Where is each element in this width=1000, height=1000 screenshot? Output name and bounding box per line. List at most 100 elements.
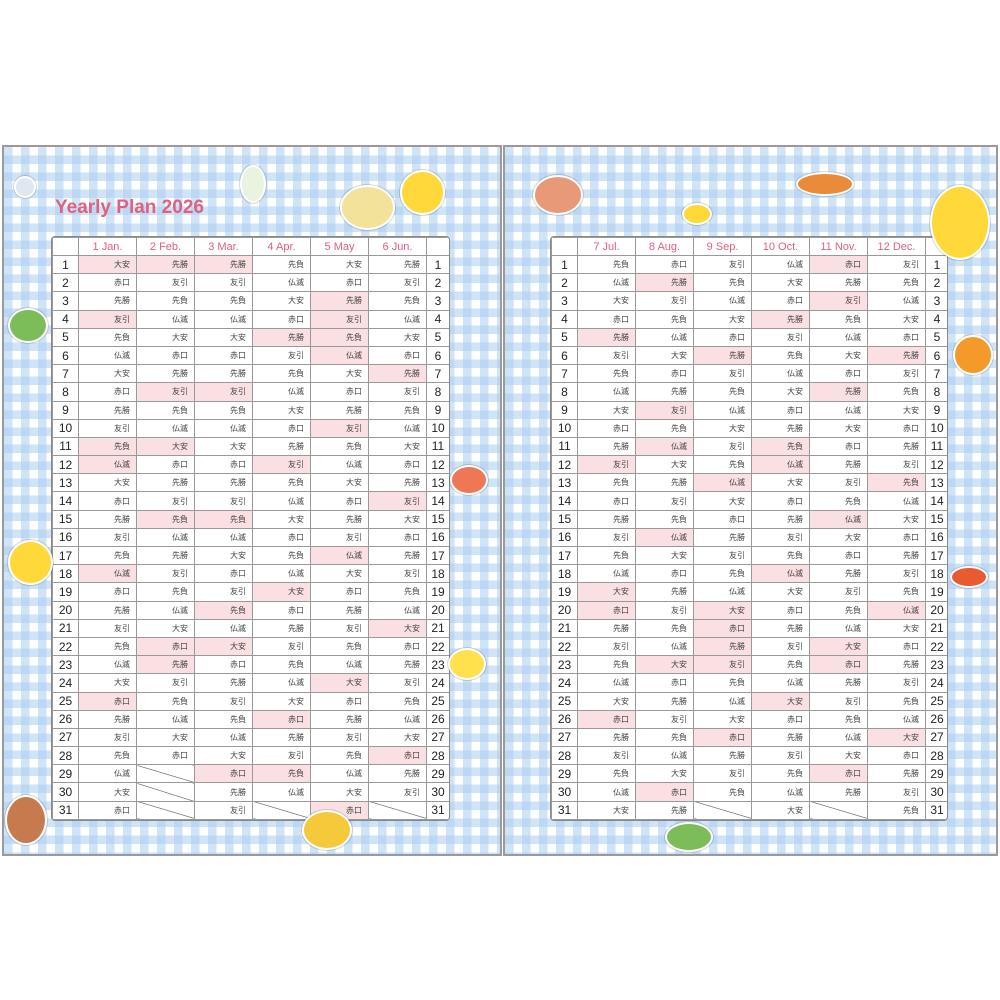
rokuyo-cell[interactable]: 仏滅 xyxy=(194,618,253,638)
rokuyo-cell[interactable]: 大安 xyxy=(867,309,926,329)
rokuyo-cell[interactable]: 先負 xyxy=(751,545,810,566)
rokuyo-cell[interactable]: 先負 xyxy=(867,582,926,602)
rokuyo-cell[interactable]: 赤口 xyxy=(867,746,926,766)
rokuyo-cell[interactable]: 先勝 xyxy=(194,782,253,802)
rokuyo-cell[interactable]: 先勝 xyxy=(368,764,427,784)
rokuyo-cell[interactable]: 仏滅 xyxy=(751,673,810,693)
rokuyo-cell[interactable]: 先勝 xyxy=(78,600,137,620)
rokuyo-cell[interactable]: 先負 xyxy=(194,600,253,620)
rokuyo-cell[interactable]: 大安 xyxy=(751,273,810,293)
rokuyo-cell[interactable]: 赤口 xyxy=(635,782,694,802)
rokuyo-cell[interactable]: 大安 xyxy=(751,473,810,493)
rokuyo-cell[interactable]: 仏滅 xyxy=(78,564,137,584)
rokuyo-cell[interactable]: 赤口 xyxy=(867,327,926,347)
rokuyo-cell[interactable]: 友引 xyxy=(635,709,694,729)
rokuyo-cell[interactable]: 仏滅 xyxy=(194,527,253,548)
rokuyo-cell[interactable]: 赤口 xyxy=(693,618,752,638)
rokuyo-cell[interactable]: 先負 xyxy=(635,418,694,438)
rokuyo-cell[interactable]: 友引 xyxy=(194,582,253,602)
rokuyo-cell[interactable]: 友引 xyxy=(368,491,427,511)
rokuyo-cell[interactable]: 先勝 xyxy=(809,564,868,584)
rokuyo-cell[interactable]: 先負 xyxy=(809,600,868,620)
rokuyo-cell[interactable]: 赤口 xyxy=(78,582,137,602)
rokuyo-cell[interactable]: 仏滅 xyxy=(78,655,137,675)
rokuyo-cell[interactable]: 友引 xyxy=(252,746,311,766)
rokuyo-cell[interactable]: 先負 xyxy=(136,291,195,311)
rokuyo-cell[interactable]: 先負 xyxy=(635,309,694,329)
rokuyo-cell[interactable]: 大安 xyxy=(136,327,195,347)
rokuyo-cell[interactable]: 大安 xyxy=(310,564,369,584)
rokuyo-cell[interactable]: 先勝 xyxy=(809,382,868,402)
rokuyo-cell[interactable]: 赤口 xyxy=(78,800,137,820)
rokuyo-cell[interactable]: 先負 xyxy=(809,491,868,511)
rokuyo-cell[interactable]: 先負 xyxy=(751,345,810,366)
rokuyo-cell[interactable]: 先勝 xyxy=(136,364,195,384)
rokuyo-cell[interactable]: 先勝 xyxy=(194,673,253,693)
rokuyo-cell[interactable]: 大安 xyxy=(751,800,810,820)
rokuyo-cell[interactable]: 先負 xyxy=(693,382,752,402)
rokuyo-cell[interactable]: 大安 xyxy=(252,509,311,529)
rokuyo-cell[interactable]: 先勝 xyxy=(577,509,636,529)
rokuyo-cell[interactable]: 先負 xyxy=(751,436,810,457)
rokuyo-cell[interactable]: 仏滅 xyxy=(809,727,868,748)
rokuyo-cell[interactable]: 仏滅 xyxy=(635,527,694,548)
rokuyo-cell[interactable]: 仏滅 xyxy=(310,655,369,675)
rokuyo-cell[interactable]: 友引 xyxy=(809,582,868,602)
rokuyo-cell[interactable]: 友引 xyxy=(809,291,868,311)
rokuyo-cell[interactable]: 赤口 xyxy=(136,455,195,475)
rokuyo-cell[interactable]: 大安 xyxy=(136,618,195,638)
rokuyo-cell[interactable]: 友引 xyxy=(809,473,868,493)
rokuyo-cell[interactable]: 友引 xyxy=(368,782,427,802)
rokuyo-cell[interactable]: 先勝 xyxy=(809,273,868,293)
rokuyo-cell[interactable]: 先負 xyxy=(577,764,636,784)
rokuyo-cell[interactable]: 赤口 xyxy=(751,491,810,511)
rokuyo-cell[interactable]: 仏滅 xyxy=(867,491,926,511)
rokuyo-cell[interactable]: 赤口 xyxy=(310,382,369,402)
rokuyo-cell[interactable]: 先負 xyxy=(693,782,752,802)
rokuyo-cell[interactable]: 仏滅 xyxy=(136,309,195,329)
rokuyo-cell[interactable]: 先勝 xyxy=(136,473,195,493)
rokuyo-cell[interactable]: 先負 xyxy=(252,655,311,675)
rokuyo-cell[interactable]: 先負 xyxy=(252,764,311,784)
rokuyo-cell[interactable]: 大安 xyxy=(368,327,427,347)
rokuyo-cell[interactable]: 先勝 xyxy=(194,473,253,493)
rokuyo-cell[interactable]: 仏滅 xyxy=(136,600,195,620)
rokuyo-cell[interactable]: 仏滅 xyxy=(252,273,311,293)
rokuyo-cell[interactable]: 友引 xyxy=(867,254,926,275)
rokuyo-cell[interactable]: 友引 xyxy=(693,545,752,566)
rokuyo-cell[interactable]: 先勝 xyxy=(136,545,195,566)
rokuyo-cell[interactable]: 友引 xyxy=(78,618,137,638)
rokuyo-cell[interactable]: 友引 xyxy=(310,727,369,748)
rokuyo-cell[interactable]: 大安 xyxy=(809,636,868,657)
rokuyo-cell[interactable]: 赤口 xyxy=(136,345,195,366)
rokuyo-cell[interactable]: 仏滅 xyxy=(751,455,810,475)
rokuyo-cell[interactable]: 仏滅 xyxy=(252,782,311,802)
rokuyo-cell[interactable]: 先負 xyxy=(368,291,427,311)
rokuyo-cell[interactable]: 先負 xyxy=(693,564,752,584)
rokuyo-cell[interactable]: 先勝 xyxy=(577,618,636,638)
rokuyo-cell[interactable]: 大安 xyxy=(368,727,427,748)
rokuyo-cell[interactable]: 友引 xyxy=(194,800,253,820)
rokuyo-cell[interactable]: 先負 xyxy=(194,291,253,311)
rokuyo-cell[interactable]: 先負 xyxy=(693,455,752,475)
rokuyo-cell[interactable]: 仏滅 xyxy=(809,400,868,420)
rokuyo-cell[interactable]: 先勝 xyxy=(693,636,752,657)
rokuyo-cell[interactable]: 仏滅 xyxy=(194,418,253,438)
rokuyo-cell[interactable]: 大安 xyxy=(635,545,694,566)
rokuyo-cell[interactable]: 大安 xyxy=(867,618,926,638)
rokuyo-cell[interactable]: 先負 xyxy=(635,618,694,638)
rokuyo-cell[interactable]: 先負 xyxy=(252,254,311,275)
rokuyo-cell[interactable]: 仏滅 xyxy=(693,400,752,420)
rokuyo-cell[interactable]: 仏滅 xyxy=(809,509,868,529)
rokuyo-cell[interactable]: 大安 xyxy=(252,582,311,602)
rokuyo-cell[interactable]: 先負 xyxy=(78,545,137,566)
rokuyo-cell[interactable]: 赤口 xyxy=(194,764,253,784)
rokuyo-cell[interactable]: 仏滅 xyxy=(252,382,311,402)
rokuyo-cell[interactable]: 先勝 xyxy=(310,509,369,529)
rokuyo-cell[interactable]: 赤口 xyxy=(368,636,427,657)
rokuyo-cell[interactable]: 大安 xyxy=(809,418,868,438)
rokuyo-cell[interactable]: 先勝 xyxy=(635,473,694,493)
rokuyo-cell[interactable]: 大安 xyxy=(577,800,636,820)
rokuyo-cell[interactable]: 先勝 xyxy=(577,727,636,748)
rokuyo-cell[interactable]: 先勝 xyxy=(809,455,868,475)
